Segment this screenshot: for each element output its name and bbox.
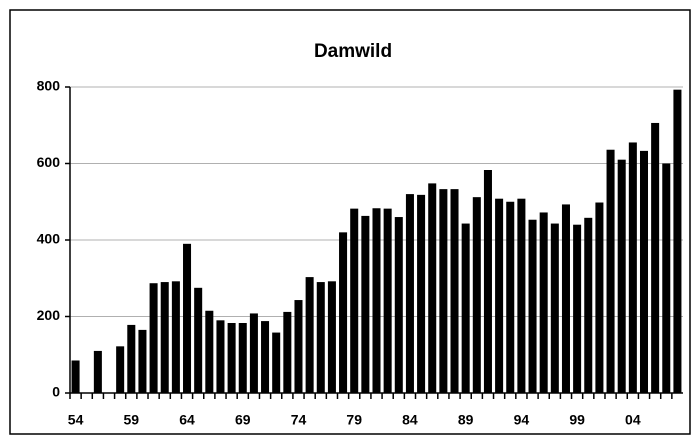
bar [550,223,559,393]
bar [272,332,281,393]
x-tick-label: 99 [569,412,585,428]
bar [261,321,270,393]
x-tick-label: 79 [346,412,362,428]
bar [461,223,470,393]
bar [283,311,292,393]
x-tick-label: 74 [291,412,307,428]
bar [506,201,515,393]
bar [138,329,147,393]
bar [595,202,604,393]
bar [194,287,203,393]
x-tick-label: 54 [68,412,84,428]
bar [483,170,492,393]
bar [539,212,548,393]
bar [417,194,426,393]
bar [227,323,236,393]
bar [93,350,102,393]
bar [584,217,593,393]
bar [350,208,359,393]
x-tick-label: 89 [458,412,474,428]
bar [394,217,403,393]
bar [561,204,570,393]
bar [216,320,225,393]
bar [450,189,459,393]
bar [639,150,649,393]
bar [294,300,303,393]
bar [238,323,247,393]
bar [205,310,214,393]
y-tick-label: 600 [37,154,61,170]
bar [617,159,626,393]
x-tick-label: 69 [235,412,251,428]
bar [428,183,437,393]
bar [517,198,526,393]
bar [405,194,414,393]
bar [116,346,125,393]
y-tick-label: 800 [37,78,61,94]
bar [149,283,158,393]
x-tick-label: 64 [179,412,195,428]
x-tick-label: 04 [625,412,641,428]
bar [71,360,80,393]
bar [127,324,136,393]
y-tick-label: 0 [52,384,60,400]
bar [439,189,448,393]
bar [662,163,671,393]
bar [372,208,381,393]
bar [628,142,637,393]
bar [305,277,314,393]
bar [316,282,325,393]
bar [673,89,682,394]
bar [171,281,180,393]
x-tick-label: 59 [124,412,140,428]
bar [160,282,169,393]
chart-title: Damwild [314,41,392,62]
x-tick-label: 84 [402,412,418,428]
bar [183,243,192,393]
bar [528,219,537,393]
bar [606,149,615,393]
bar [573,224,582,393]
bar [339,232,348,393]
bar [327,281,336,393]
bar [651,122,660,393]
bar [472,197,481,393]
y-tick-label: 200 [37,307,61,323]
bar [495,198,504,393]
bar [361,215,370,393]
bar [249,313,258,393]
bar [383,208,392,393]
y-tick-label: 400 [37,231,61,247]
x-tick-label: 94 [514,412,530,428]
